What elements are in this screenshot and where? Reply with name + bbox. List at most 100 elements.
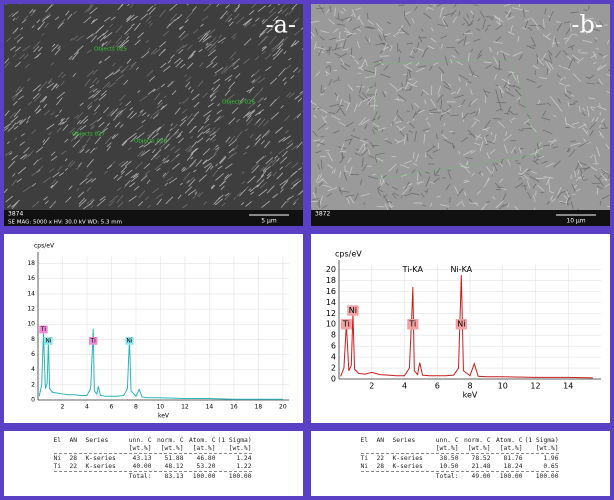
table-cell: [wt.%]	[461, 445, 491, 452]
x-axis-label: keV	[463, 391, 478, 400]
y-tick-label: 10	[27, 321, 35, 328]
peak-label: Ni	[45, 337, 51, 344]
table-cell: 100.00	[525, 473, 559, 480]
y-tick-label: 16	[326, 287, 336, 296]
sem-image: -b-387210 µm	[311, 4, 610, 226]
table-cell	[54, 445, 120, 452]
y-tick-label: 14	[326, 298, 336, 307]
x-tick-label: 10	[498, 382, 508, 391]
eds-table: ElANSeriesunn. Cnorm. CAtom. C(1 Sigma)[…	[361, 437, 561, 480]
x-tick-label: 4	[85, 404, 89, 411]
x-tick-label: 6	[110, 404, 114, 411]
table-cell: 100.00	[493, 473, 523, 480]
y-tick-label: 12	[326, 309, 336, 318]
y-tick-label: 18	[27, 260, 35, 267]
table-cell: El	[54, 437, 68, 444]
table-cell: K-series	[86, 455, 120, 462]
table-cell: (1 Sigma)	[218, 437, 252, 444]
spectrum: 0246810121416182468101214161820cps/eVkeV…	[4, 234, 303, 423]
table-cell: K-series	[393, 463, 427, 470]
peak-label: Ni-KA	[450, 265, 472, 274]
y-tick-label: 4	[331, 353, 336, 362]
y-tick-label: 6	[31, 351, 35, 358]
table-cell: Series	[393, 437, 427, 444]
table-cell: AN	[377, 437, 391, 444]
scale-label: 10 µm	[566, 218, 585, 225]
scale-label: 5 µm	[261, 218, 277, 225]
y-tick-label: 10	[326, 320, 336, 329]
table-cell: 49.00	[461, 473, 491, 480]
table-cell: 28	[70, 455, 84, 462]
peak-label: Ni	[349, 306, 357, 315]
y-tick-label: 18	[326, 276, 336, 285]
table-cell	[361, 445, 427, 452]
x-tick-label: 16	[230, 404, 238, 411]
x-tick-label: 6	[435, 382, 440, 391]
panel-label: -a-	[265, 11, 296, 39]
object-label: Objects 028	[134, 139, 168, 145]
image-id: 3874	[8, 211, 23, 218]
table-cell: 28	[377, 463, 391, 470]
table-cell: 1.96	[525, 455, 559, 462]
table-cell: 81.76	[493, 455, 523, 462]
object-label: Objects 027	[72, 132, 106, 138]
texture	[589, 5, 590, 10]
table-cell: 1.22	[218, 463, 252, 470]
table-cell: K-series	[86, 463, 120, 470]
table-cell: [wt.%]	[218, 445, 252, 452]
table-cell: 10.50	[429, 463, 459, 470]
texture	[340, 151, 346, 152]
table-cell: 83.13	[154, 473, 184, 480]
table-cell: 46.80	[186, 455, 216, 462]
x-tick-label: 20	[279, 404, 287, 411]
x-tick-label: 4	[402, 382, 407, 391]
separator	[361, 453, 559, 454]
spectrum-panel: 0246810121416182468101214161820cps/eVkeV…	[4, 234, 303, 423]
y-tick-label: 2	[31, 381, 35, 388]
table-cell: (1 Sigma)	[525, 437, 559, 444]
table-cell: Ti	[361, 455, 375, 462]
table-panel: ElANSeriesunn. Cnorm. CAtom. C(1 Sigma)[…	[4, 431, 303, 496]
spectrum: 024681012141618202468101214cps/eVkeVTi-K…	[311, 234, 610, 423]
y-tick-label: 8	[31, 336, 35, 343]
table-cell: AN	[70, 437, 84, 444]
x-tick-label: 2	[61, 404, 65, 411]
separator	[54, 453, 252, 454]
texture	[592, 183, 601, 184]
sem-panel: -b-387210 µm	[311, 4, 610, 226]
image-info: SE MAG: 5000 x HV: 30.0 kV WD: 5.3 mm	[8, 220, 122, 226]
y-tick-label: 4	[31, 366, 35, 373]
table-cell: 22	[377, 455, 391, 462]
table-cell: Total:	[361, 473, 459, 480]
info-bar	[311, 210, 610, 226]
peak-label: Ni	[126, 337, 132, 344]
table-cell: [wt.%]	[429, 445, 459, 452]
y-tick-label: 20	[326, 265, 336, 274]
table-cell: K-series	[393, 455, 427, 462]
table-cell: norm. C	[154, 437, 184, 444]
table-cell: Total:	[54, 473, 152, 480]
peak-label: Ti-KA	[402, 265, 424, 274]
x-axis-label: keV	[158, 413, 170, 420]
texture	[536, 190, 537, 196]
table-cell: unn. C	[122, 437, 152, 444]
table-cell: Ti	[54, 463, 68, 470]
table-cell: 0.65	[525, 463, 559, 470]
x-tick-label: 2	[369, 382, 374, 391]
peak-label: Ti	[40, 326, 46, 333]
separator	[361, 471, 559, 472]
y-tick-label: 2	[331, 364, 336, 373]
x-tick-label: 12	[181, 404, 189, 411]
x-tick-label: 12	[530, 382, 540, 391]
panel-label: -b-	[571, 11, 603, 39]
micrograph	[311, 4, 610, 226]
table-cell: 18.24	[493, 463, 523, 470]
x-tick-label: 8	[467, 382, 472, 391]
table-cell: 21.48	[461, 463, 491, 470]
object-label: Objects 025	[94, 47, 128, 53]
texture	[399, 5, 405, 6]
table-cell: 40.00	[122, 463, 152, 470]
page: -a- 3874 SE MAG: 5000 x HV: 30.0 kV WD: 5.…	[0, 0, 614, 500]
table-cell: 22	[70, 463, 84, 470]
table-cell: 100.00	[218, 473, 252, 480]
